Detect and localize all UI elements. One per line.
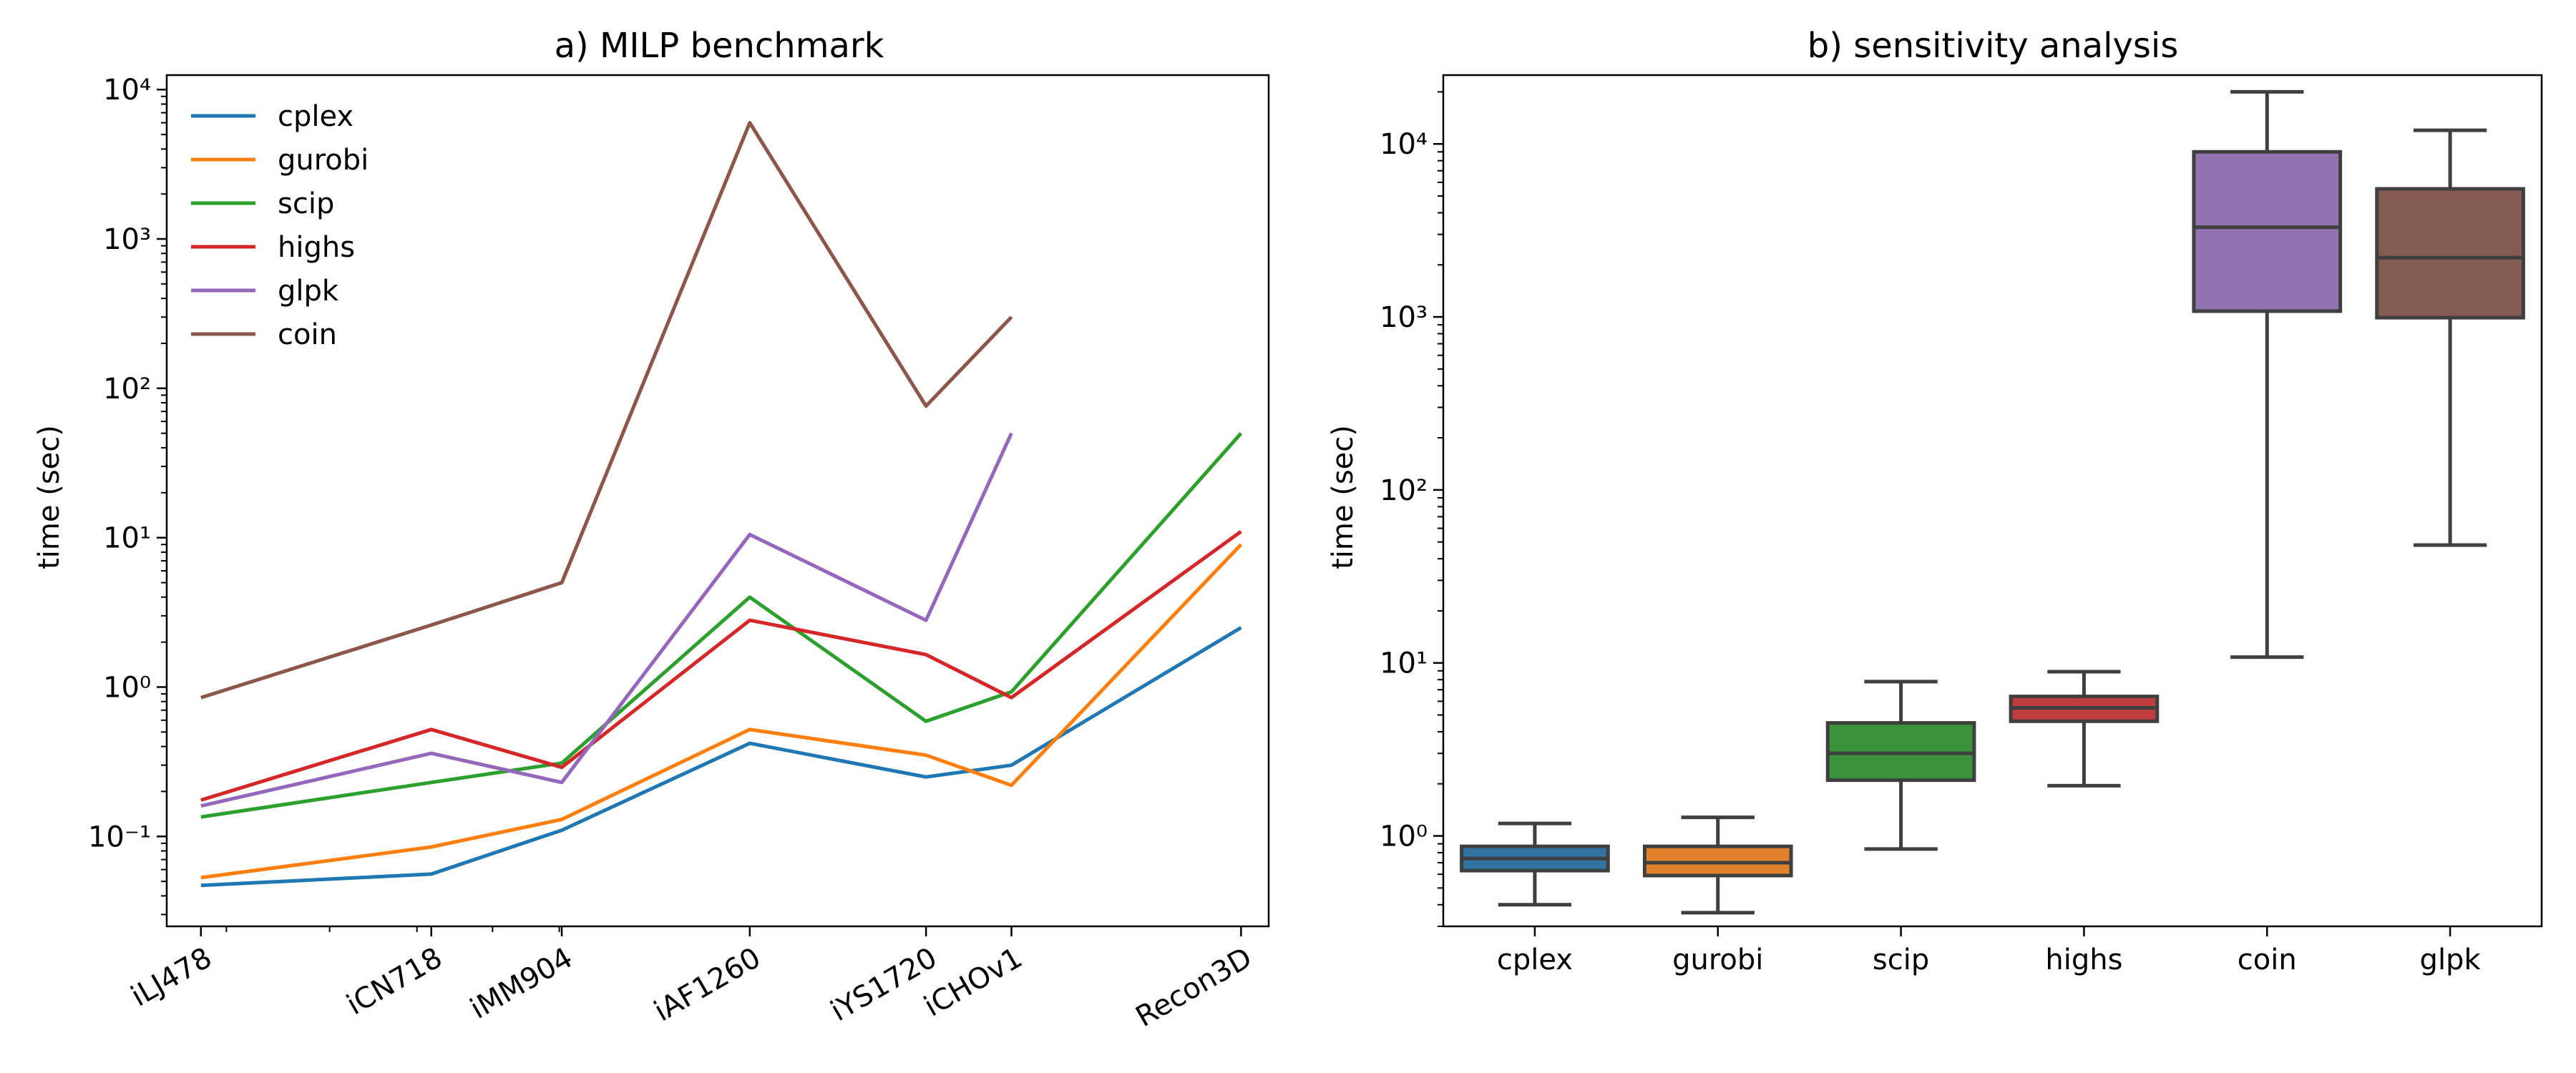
panel-b-x-tick-label: glpk	[2420, 944, 2482, 976]
panel-a-line-chart: a) MILP benchmark time (sec) 10⁻¹10⁰10¹1…	[33, 26, 1270, 1034]
panel-a-x-tick-label: iYS1720	[825, 941, 942, 1028]
legend-label-cplex: cplex	[278, 100, 353, 133]
panel-a-x-tick-label: iAF1260	[648, 941, 766, 1028]
panel-a-y-tick-label: 10⁰	[103, 671, 151, 704]
box-glpk	[2375, 128, 2525, 547]
box-coin	[2192, 89, 2343, 660]
series-line-coin	[200, 121, 1013, 700]
panel-a-x-tick-label: iCHOv1	[919, 941, 1028, 1024]
panel-a-series-lines	[200, 121, 1243, 888]
panel-a-x-tick-label: iCN718	[341, 941, 448, 1021]
series-line-highs	[200, 529, 1242, 802]
panel-a-y-tick-label: 10¹	[103, 522, 151, 555]
panel-a-x-tick-label: iLJ478	[126, 941, 218, 1014]
panel-a-plot-frame	[165, 74, 1270, 928]
panel-a-x-tick-label: Recon3D	[1131, 941, 1258, 1034]
panel-b-y-tick-label: 10³	[1380, 301, 1428, 334]
series-line-gurobi	[200, 543, 1243, 880]
panel-a-y-ticks: 10⁻¹ 10⁰ 10¹ 10² 10³ 10⁴	[88, 74, 167, 916]
panel-b-x-tick-label: gurobi	[1672, 944, 1763, 976]
panel-b-box-plot: b) sensitivity analysis time (sec) 10⁰10…	[1327, 26, 2543, 976]
box-scip	[1825, 680, 1976, 851]
panel-b-y-tick-label: 10⁰	[1380, 820, 1428, 853]
legend-label-scip: scip	[278, 187, 334, 220]
box-highs	[2009, 670, 2160, 788]
panel-b-x-tick-label: cplex	[1497, 944, 1573, 976]
panel-b-y-tick-label: 10¹	[1380, 647, 1428, 680]
iqr-box-glpk	[2375, 187, 2525, 320]
iqr-box-scip	[1825, 721, 1976, 783]
box-gurobi	[1642, 815, 1793, 915]
panel-b-x-tick-label: highs	[2045, 944, 2122, 976]
legend-label-coin: coin	[278, 318, 337, 351]
panel-a-x-tick-label: iMM904	[465, 941, 579, 1026]
legend-label-gurobi: gurobi	[278, 144, 369, 177]
series-line-glpk	[200, 432, 1013, 808]
panel-a-y-tick-label: 10⁻¹	[88, 820, 151, 853]
panel-a-y-tick-label: 10⁴	[103, 74, 151, 107]
panel-a-title: a) MILP benchmark	[555, 26, 884, 66]
panel-b-x-tick-label: scip	[1873, 944, 1929, 976]
iqr-box-coin	[2192, 150, 2343, 313]
series-line-scip	[200, 432, 1243, 819]
panel-b-title: b) sensitivity analysis	[1807, 26, 2178, 66]
panel-b-boxes	[1460, 89, 2525, 915]
panel-b-x-tick-label: coin	[2238, 944, 2297, 976]
box-cplex	[1460, 821, 1610, 907]
panel-b-x-ticks: cplex gurobi scip highs coin glpk	[1497, 926, 2482, 976]
panel-a-y-tick-label: 10²	[103, 373, 151, 406]
panel-a-y-tick-label: 10³	[103, 223, 151, 256]
panel-a-y-axis-label: time (sec)	[33, 425, 66, 569]
panel-b-plot-frame	[1442, 74, 2543, 928]
panel-b-y-tick-label: 10²	[1380, 474, 1428, 507]
panel-b-y-ticks: 10⁰ 10¹ 10² 10³ 10⁴	[1380, 91, 1443, 927]
panel-b-y-axis-label: time (sec)	[1327, 425, 1360, 569]
legend: cplex gurobi scip highs glpk coin	[191, 100, 369, 351]
legend-label-glpk: glpk	[278, 275, 339, 308]
panel-b-y-tick-label: 10⁴	[1380, 128, 1428, 161]
legend-label-highs: highs	[278, 231, 355, 264]
series-line-cplex	[200, 626, 1242, 888]
